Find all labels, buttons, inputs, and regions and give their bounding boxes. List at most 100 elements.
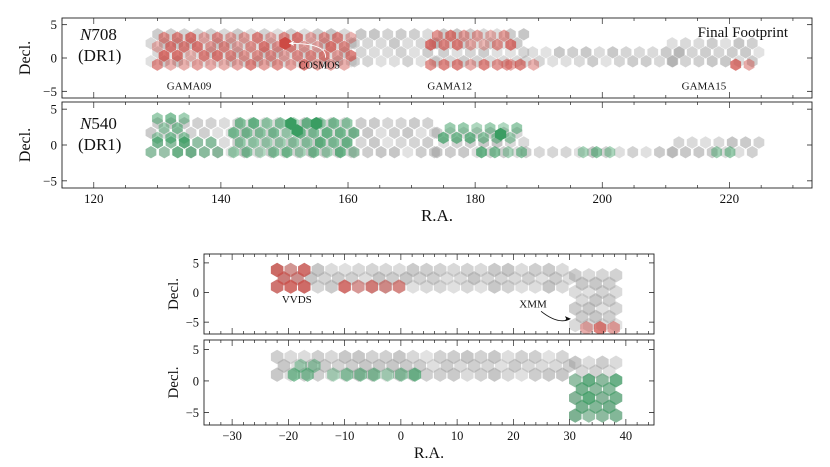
footprint-hex <box>522 358 535 374</box>
footprint-hex <box>560 55 572 68</box>
x-tick-label: 200 <box>593 191 613 206</box>
footprint-hex <box>569 268 582 283</box>
hex-layer <box>270 262 623 334</box>
filter-label: N708 <box>79 25 117 44</box>
x-tick-label: 180 <box>465 191 485 206</box>
y-tick-label: −5 <box>186 316 199 330</box>
footprint-hex <box>433 262 447 278</box>
footprint-hex <box>318 358 331 374</box>
footprint-hex <box>192 116 204 130</box>
dr1-hex <box>471 29 483 42</box>
footprint-hex <box>311 262 325 278</box>
footprint-hex <box>272 136 284 149</box>
footprint-hex <box>311 367 325 382</box>
dr1-hex <box>268 145 280 159</box>
footprint-hex <box>693 37 705 50</box>
dr1-hex <box>445 29 457 42</box>
footprint-hex <box>279 126 290 140</box>
footprint-hex <box>488 367 501 382</box>
footprint-hex <box>607 46 619 59</box>
footprint-hex <box>192 136 204 149</box>
footprint-hex <box>402 145 414 159</box>
dr1-hex <box>338 58 350 71</box>
dr1-hex <box>451 131 463 145</box>
dr1-hex <box>602 381 616 397</box>
footprint-hex <box>420 349 433 365</box>
dr1-hex <box>199 145 210 159</box>
footprint-hex <box>332 358 345 374</box>
footprint-hex <box>528 279 542 294</box>
dr1-hex <box>268 126 280 140</box>
x-tick-label: 0 <box>398 429 404 443</box>
dr1-hex <box>381 367 394 382</box>
footprint-hex <box>582 268 596 283</box>
x-tick-label: −10 <box>335 429 355 443</box>
footprint-hex <box>549 358 562 374</box>
dr1-hex <box>274 136 286 149</box>
footprint-hex <box>501 262 515 278</box>
footprint-hex <box>461 367 474 382</box>
dr1-hex <box>575 399 589 414</box>
dr1-hex <box>145 145 157 159</box>
footprint-hex <box>458 145 470 159</box>
footprint-hex <box>673 136 685 149</box>
dr1-hex <box>308 145 320 159</box>
footprint-hex <box>409 116 420 130</box>
footprint-hex <box>609 355 623 370</box>
panel-top-upper: 5 0 −5 Decl. N708 (DR1) Final Footprint GAMA09 G… <box>17 17 813 99</box>
dr1-hex <box>569 408 582 423</box>
footprint-hex <box>686 46 698 59</box>
dr1-hex <box>165 40 177 53</box>
footprint-hex <box>212 145 224 159</box>
dr1-hex <box>458 29 470 42</box>
footprint-hex <box>596 355 609 370</box>
footprint-hex <box>515 279 528 294</box>
dr1-hex <box>528 58 539 71</box>
annotation-arrow <box>289 42 326 58</box>
dr1-hex <box>569 390 582 406</box>
dr1-hex <box>425 38 437 51</box>
footprint-hex <box>422 136 434 149</box>
dr1-hex <box>305 31 317 44</box>
dr1-hex <box>321 145 333 159</box>
footprint-hex <box>447 262 460 278</box>
footprint-hex <box>647 46 659 59</box>
dr1-hex <box>287 367 301 382</box>
footprint-hex <box>393 262 406 278</box>
dr1-hex <box>305 49 317 62</box>
dr1-hex <box>234 136 246 149</box>
footprint-hex <box>602 364 616 379</box>
footprint-hex <box>660 46 672 59</box>
footprint-hex <box>713 136 725 149</box>
footprint-hex <box>474 349 488 365</box>
footprint-hex <box>362 126 374 140</box>
x-tick-label: 40 <box>620 429 633 443</box>
footprint-hex <box>406 349 420 365</box>
footprint-hex <box>365 262 379 278</box>
footprint-hex <box>505 136 516 149</box>
dr1-hex <box>498 29 510 42</box>
dr1-hex <box>408 367 422 382</box>
x-tick-label: 160 <box>338 191 358 206</box>
footprint-hex <box>495 358 508 374</box>
dr1-hex <box>301 116 313 130</box>
footprint-hex <box>478 46 490 59</box>
y-tick-label: 0 <box>193 374 199 388</box>
footprint-hex <box>556 262 569 278</box>
dr1-hex <box>609 390 623 406</box>
dr1-hex <box>178 58 190 71</box>
footprint-hex <box>720 55 731 68</box>
dr1-hex <box>327 367 340 382</box>
dr1-hex <box>743 58 755 71</box>
dr1-hex <box>165 58 177 71</box>
footprint-hex <box>569 390 582 406</box>
footprint-hex <box>389 37 400 50</box>
dr1-hex <box>294 145 306 159</box>
footprint-hex <box>379 367 393 382</box>
footprint-hex <box>369 116 380 130</box>
footprint-hex <box>654 145 665 159</box>
footprint-hex <box>740 136 751 149</box>
dr1-hex <box>444 121 456 135</box>
dr1-hex <box>171 49 183 62</box>
footprint-hex <box>547 55 559 68</box>
